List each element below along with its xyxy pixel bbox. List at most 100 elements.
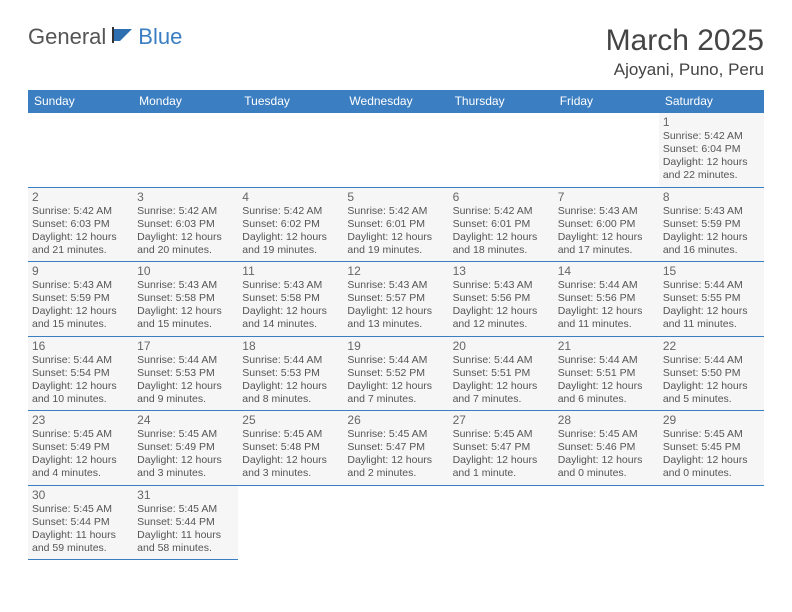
calendar-row: 2Sunrise: 5:42 AMSunset: 6:03 PMDaylight…: [28, 187, 764, 262]
day-cell: 1Sunrise: 5:42 AMSunset: 6:04 PMDaylight…: [659, 113, 764, 188]
weekday-header: Sunday: [28, 90, 133, 113]
day-cell: 20Sunrise: 5:44 AMSunset: 5:51 PMDayligh…: [449, 336, 554, 411]
day-info: Sunrise: 5:42 AMSunset: 6:04 PMDaylight:…: [663, 130, 760, 183]
day-cell: 23Sunrise: 5:45 AMSunset: 5:49 PMDayligh…: [28, 411, 133, 486]
day-info: Sunrise: 5:44 AMSunset: 5:54 PMDaylight:…: [32, 354, 129, 407]
day-cell: 3Sunrise: 5:42 AMSunset: 6:03 PMDaylight…: [133, 187, 238, 262]
day-cell: 26Sunrise: 5:45 AMSunset: 5:47 PMDayligh…: [343, 411, 448, 486]
empty-cell: [554, 485, 659, 560]
day-cell: 24Sunrise: 5:45 AMSunset: 5:49 PMDayligh…: [133, 411, 238, 486]
calendar-row: 30Sunrise: 5:45 AMSunset: 5:44 PMDayligh…: [28, 485, 764, 560]
day-cell: 22Sunrise: 5:44 AMSunset: 5:50 PMDayligh…: [659, 336, 764, 411]
day-number: 20: [453, 339, 550, 353]
day-cell: 12Sunrise: 5:43 AMSunset: 5:57 PMDayligh…: [343, 262, 448, 337]
day-info: Sunrise: 5:43 AMSunset: 5:57 PMDaylight:…: [347, 279, 444, 332]
day-info: Sunrise: 5:45 AMSunset: 5:46 PMDaylight:…: [558, 428, 655, 481]
day-cell: 4Sunrise: 5:42 AMSunset: 6:02 PMDaylight…: [238, 187, 343, 262]
day-number: 8: [663, 190, 760, 204]
day-info: Sunrise: 5:42 AMSunset: 6:02 PMDaylight:…: [242, 205, 339, 258]
day-number: 14: [558, 264, 655, 278]
empty-cell: [343, 485, 448, 560]
day-info: Sunrise: 5:43 AMSunset: 5:59 PMDaylight:…: [32, 279, 129, 332]
day-number: 26: [347, 413, 444, 427]
calendar-row: 1Sunrise: 5:42 AMSunset: 6:04 PMDaylight…: [28, 113, 764, 188]
day-cell: 14Sunrise: 5:44 AMSunset: 5:56 PMDayligh…: [554, 262, 659, 337]
day-number: 22: [663, 339, 760, 353]
empty-cell: [238, 113, 343, 188]
day-info: Sunrise: 5:44 AMSunset: 5:51 PMDaylight:…: [453, 354, 550, 407]
header: General Blue March 2025 Ajoyani, Puno, P…: [28, 24, 764, 80]
day-info: Sunrise: 5:44 AMSunset: 5:56 PMDaylight:…: [558, 279, 655, 332]
weekday-header: Wednesday: [343, 90, 448, 113]
day-info: Sunrise: 5:45 AMSunset: 5:49 PMDaylight:…: [32, 428, 129, 481]
day-number: 31: [137, 488, 234, 502]
day-number: 30: [32, 488, 129, 502]
day-info: Sunrise: 5:43 AMSunset: 5:59 PMDaylight:…: [663, 205, 760, 258]
day-info: Sunrise: 5:44 AMSunset: 5:51 PMDaylight:…: [558, 354, 655, 407]
day-cell: 19Sunrise: 5:44 AMSunset: 5:52 PMDayligh…: [343, 336, 448, 411]
day-number: 10: [137, 264, 234, 278]
day-cell: 31Sunrise: 5:45 AMSunset: 5:44 PMDayligh…: [133, 485, 238, 560]
day-number: 7: [558, 190, 655, 204]
location: Ajoyani, Puno, Peru: [606, 60, 764, 80]
calendar-row: 9Sunrise: 5:43 AMSunset: 5:59 PMDaylight…: [28, 262, 764, 337]
day-number: 13: [453, 264, 550, 278]
day-cell: 6Sunrise: 5:42 AMSunset: 6:01 PMDaylight…: [449, 187, 554, 262]
day-number: 9: [32, 264, 129, 278]
weekday-header-row: Sunday Monday Tuesday Wednesday Thursday…: [28, 90, 764, 113]
calendar-row: 23Sunrise: 5:45 AMSunset: 5:49 PMDayligh…: [28, 411, 764, 486]
day-number: 28: [558, 413, 655, 427]
empty-cell: [449, 485, 554, 560]
day-info: Sunrise: 5:45 AMSunset: 5:47 PMDaylight:…: [347, 428, 444, 481]
calendar-row: 16Sunrise: 5:44 AMSunset: 5:54 PMDayligh…: [28, 336, 764, 411]
day-number: 16: [32, 339, 129, 353]
day-cell: 25Sunrise: 5:45 AMSunset: 5:48 PMDayligh…: [238, 411, 343, 486]
day-number: 11: [242, 264, 339, 278]
day-info: Sunrise: 5:44 AMSunset: 5:52 PMDaylight:…: [347, 354, 444, 407]
day-number: 5: [347, 190, 444, 204]
day-cell: 18Sunrise: 5:44 AMSunset: 5:53 PMDayligh…: [238, 336, 343, 411]
weekday-header: Saturday: [659, 90, 764, 113]
day-cell: 11Sunrise: 5:43 AMSunset: 5:58 PMDayligh…: [238, 262, 343, 337]
empty-cell: [449, 113, 554, 188]
day-cell: 2Sunrise: 5:42 AMSunset: 6:03 PMDaylight…: [28, 187, 133, 262]
day-number: 23: [32, 413, 129, 427]
empty-cell: [238, 485, 343, 560]
day-number: 6: [453, 190, 550, 204]
day-info: Sunrise: 5:44 AMSunset: 5:55 PMDaylight:…: [663, 279, 760, 332]
day-info: Sunrise: 5:45 AMSunset: 5:45 PMDaylight:…: [663, 428, 760, 481]
day-number: 25: [242, 413, 339, 427]
day-cell: 15Sunrise: 5:44 AMSunset: 5:55 PMDayligh…: [659, 262, 764, 337]
day-number: 29: [663, 413, 760, 427]
empty-cell: [343, 113, 448, 188]
day-number: 3: [137, 190, 234, 204]
day-cell: 28Sunrise: 5:45 AMSunset: 5:46 PMDayligh…: [554, 411, 659, 486]
day-info: Sunrise: 5:45 AMSunset: 5:44 PMDaylight:…: [32, 503, 129, 556]
logo-text-general: General: [28, 24, 106, 50]
day-cell: 30Sunrise: 5:45 AMSunset: 5:44 PMDayligh…: [28, 485, 133, 560]
logo: General Blue: [28, 24, 182, 50]
day-info: Sunrise: 5:45 AMSunset: 5:48 PMDaylight:…: [242, 428, 339, 481]
day-info: Sunrise: 5:43 AMSunset: 5:56 PMDaylight:…: [453, 279, 550, 332]
day-cell: 27Sunrise: 5:45 AMSunset: 5:47 PMDayligh…: [449, 411, 554, 486]
day-number: 1: [663, 115, 760, 129]
day-number: 24: [137, 413, 234, 427]
day-info: Sunrise: 5:43 AMSunset: 6:00 PMDaylight:…: [558, 205, 655, 258]
day-info: Sunrise: 5:44 AMSunset: 5:53 PMDaylight:…: [137, 354, 234, 407]
day-info: Sunrise: 5:44 AMSunset: 5:50 PMDaylight:…: [663, 354, 760, 407]
day-number: 17: [137, 339, 234, 353]
empty-cell: [554, 113, 659, 188]
title-block: March 2025 Ajoyani, Puno, Peru: [606, 24, 764, 80]
empty-cell: [659, 485, 764, 560]
day-number: 21: [558, 339, 655, 353]
empty-cell: [133, 113, 238, 188]
day-cell: 10Sunrise: 5:43 AMSunset: 5:58 PMDayligh…: [133, 262, 238, 337]
day-cell: 29Sunrise: 5:45 AMSunset: 5:45 PMDayligh…: [659, 411, 764, 486]
logo-text-blue: Blue: [138, 24, 182, 50]
day-cell: 21Sunrise: 5:44 AMSunset: 5:51 PMDayligh…: [554, 336, 659, 411]
weekday-header: Friday: [554, 90, 659, 113]
day-number: 12: [347, 264, 444, 278]
day-info: Sunrise: 5:44 AMSunset: 5:53 PMDaylight:…: [242, 354, 339, 407]
day-number: 19: [347, 339, 444, 353]
day-cell: 5Sunrise: 5:42 AMSunset: 6:01 PMDaylight…: [343, 187, 448, 262]
